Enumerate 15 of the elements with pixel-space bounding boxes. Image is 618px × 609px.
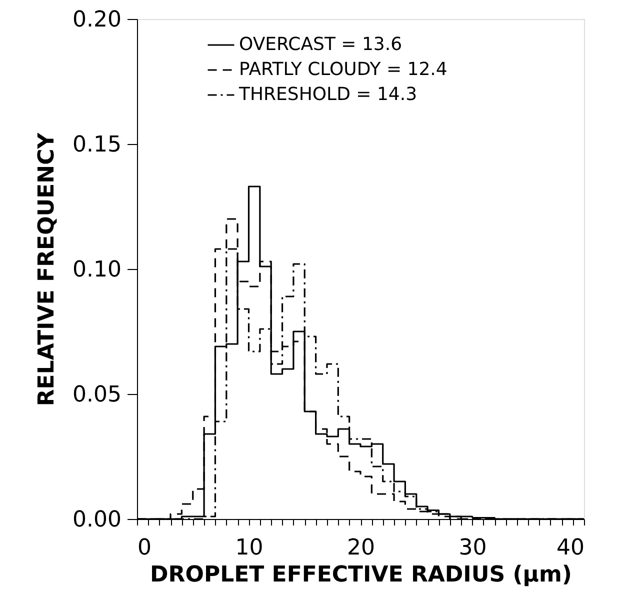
x-tick-label: 0 xyxy=(138,536,152,560)
y-tick-label: 0.00 xyxy=(72,508,122,532)
y-axis-title: RELATIVE FREQUENCY xyxy=(34,132,60,406)
x-tick-label: 10 xyxy=(235,536,264,560)
y-tick-label: 0.20 xyxy=(72,8,122,32)
legend-label: THRESHOLD = 14.3 xyxy=(238,84,418,105)
x-axis-title: DROPLET EFFECTIVE RADIUS (μm) xyxy=(150,562,572,588)
x-tick-label: 40 xyxy=(556,536,584,560)
x-tick-label: 30 xyxy=(458,536,487,560)
x-tick-label: 20 xyxy=(347,536,375,560)
y-tick-label: 0.10 xyxy=(72,258,122,282)
legend-label: OVERCAST = 13.6 xyxy=(239,34,402,55)
y-tick-label: 0.15 xyxy=(72,132,122,158)
legend-label: PARTLY CLOUDY = 12.4 xyxy=(239,59,448,80)
y-tick-label: 0.05 xyxy=(72,382,122,408)
